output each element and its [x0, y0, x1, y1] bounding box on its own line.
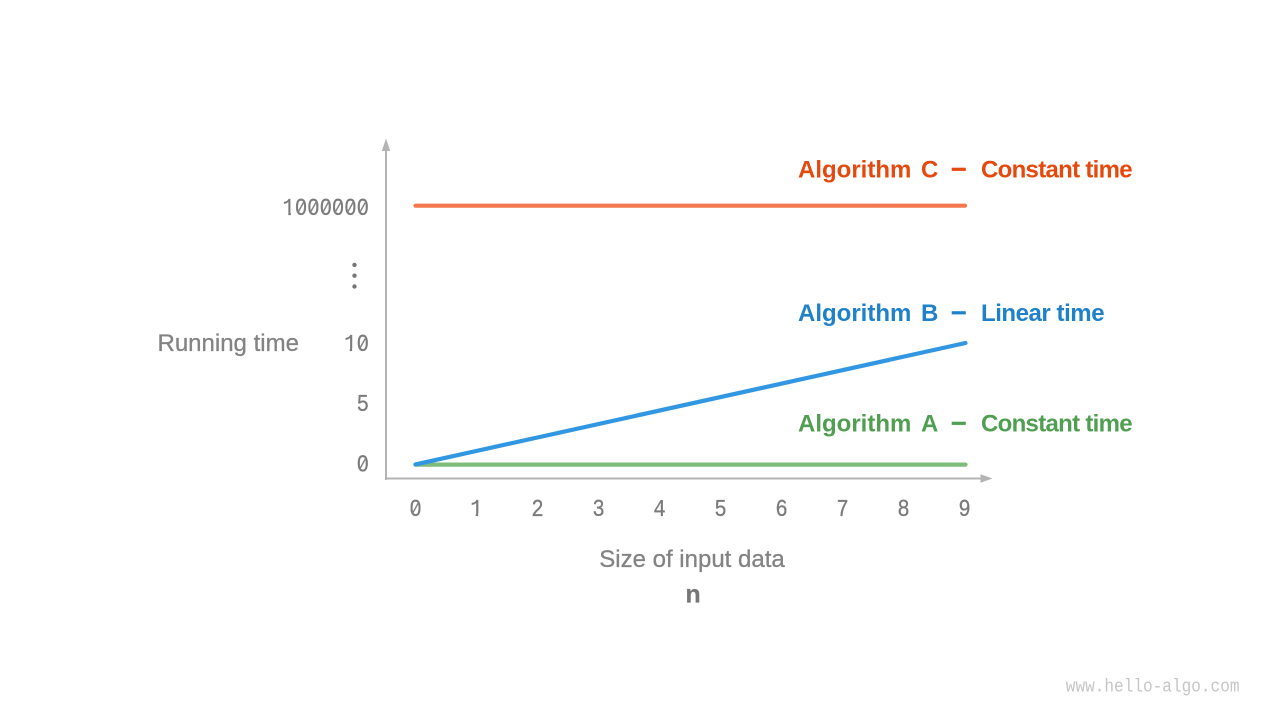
svg-text:1: 1: [470, 496, 482, 524]
svg-text:9: 9: [958, 496, 970, 524]
svg-text:4: 4: [653, 496, 665, 524]
svg-text:Size of input data: Size of input data: [599, 546, 785, 573]
svg-text:A: A: [921, 411, 938, 438]
svg-text:1000000: 1000000: [283, 195, 369, 223]
svg-text:5: 5: [714, 496, 726, 524]
svg-text:Constant time: Constant time: [981, 157, 1132, 184]
svg-text:n: n: [685, 581, 700, 609]
svg-text:8: 8: [897, 496, 909, 524]
svg-text:Linear time: Linear time: [981, 300, 1104, 327]
svg-text:Constant time: Constant time: [981, 411, 1132, 438]
svg-text:3: 3: [592, 496, 604, 524]
svg-text:5: 5: [357, 391, 369, 419]
svg-text:C: C: [921, 157, 938, 184]
svg-text:10: 10: [344, 331, 369, 359]
svg-text:2: 2: [531, 496, 543, 524]
svg-text:7: 7: [836, 496, 848, 524]
svg-text:Algorithm: Algorithm: [798, 157, 911, 184]
svg-text:B: B: [921, 300, 938, 327]
svg-text:Running time: Running time: [158, 330, 299, 357]
svg-text:Algorithm: Algorithm: [798, 300, 911, 327]
svg-text:6: 6: [775, 496, 787, 524]
svg-text:www.hello-algo.com: www.hello-algo.com: [1066, 678, 1240, 698]
svg-text:Algorithm: Algorithm: [798, 411, 911, 438]
